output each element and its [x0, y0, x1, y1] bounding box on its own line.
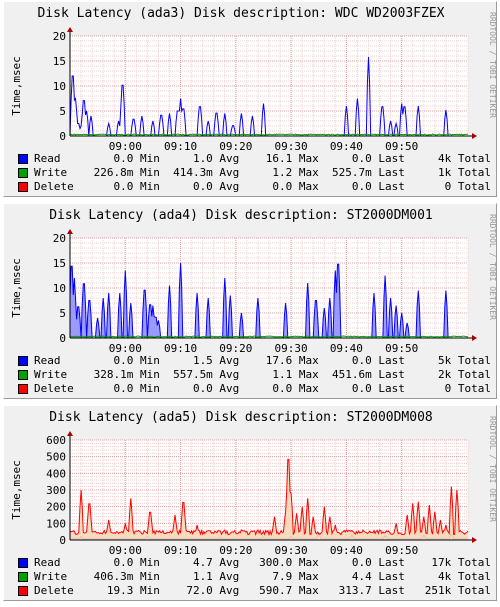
legend-row-write: Write 226.8m Min 414.3m Avg 1.2 Max 525.… [18, 166, 491, 180]
write-swatch [18, 370, 28, 380]
y-tick-label: 10 [53, 282, 66, 295]
x-tick-label: 09:00 [109, 140, 142, 153]
y-axis-arrow [67, 431, 73, 436]
stats-text: Delete 0.0 Min 0.0 Avg 0.0 Max 0.0 Last … [34, 180, 491, 193]
read-swatch [18, 558, 28, 568]
watermark: RRDTOOL / TOBI OETIKER [488, 214, 497, 320]
x-axis-arrow [472, 335, 477, 341]
stats-text: Write 328.1m Min 557.5m Avg 1.1 Max 451.… [34, 368, 491, 381]
chart-title: Disk Latency (ada3) Disk description: WD… [37, 6, 445, 21]
x-axis-arrow [472, 133, 477, 139]
x-axis-arrow [472, 537, 477, 543]
legend-row-delete: Delete 0.0 Min 0.0 Avg 0.0 Max 0.0 Last … [18, 180, 491, 194]
x-tick-label: 09:50 [385, 544, 418, 557]
y-tick-label: 0 [59, 332, 66, 345]
x-tick-label: 09:40 [330, 140, 363, 153]
y-tick-label: 600 [46, 434, 66, 447]
x-tick-label: 09:40 [330, 342, 363, 355]
disk-latency-panel-ada4: 0 5 10 15 20 09:00 09:10 09:20 09:30 09:40 09:50 Ti… [3, 203, 497, 399]
series-area-read [70, 263, 468, 338]
x-tick-label: 09:50 [385, 342, 418, 355]
y-tick-label: 20 [53, 232, 66, 245]
stats-text: Read 0.0 Min 1.5 Avg 17.6 Max 0.0 Last 5… [34, 354, 491, 367]
read-swatch [18, 154, 28, 164]
chart-svg: 0 5 10 15 20 09:00 09:10 09:20 09:30 09:40 09:50 Ti… [10, 12, 497, 153]
chart-svg: 0 5 10 15 20 09:00 09:10 09:20 09:30 09:40 09:50 Ti… [10, 214, 497, 355]
legend-row-delete: Delete 19.3 Min 72.0 Avg 590.7 Max 313.7… [18, 584, 491, 598]
disk-latency-panel-ada3: 0 5 10 15 20 09:00 09:10 09:20 09:30 09:40 09:50 Ti… [3, 1, 497, 197]
legend: Read 0.0 Min 4.7 Avg 300.0 Max 0.0 Last … [18, 556, 491, 598]
write-swatch [18, 168, 28, 178]
stats-text: Read 0.0 Min 1.0 Avg 16.1 Max 0.0 Last 4… [34, 152, 491, 165]
chart-title: Disk Latency (ada4) Disk description: ST… [49, 208, 433, 223]
x-tick-label: 09:30 [275, 342, 308, 355]
y-tick-label: 5 [59, 307, 66, 320]
chart-svg: 0 100 200 300 400 500 600 09:00 09:10 09:20 09:30 0… [10, 416, 497, 557]
stats-text: Write 406.3m Min 1.1 Avg 7.9 Max 4.4 Las… [34, 570, 491, 583]
series-line-write [69, 335, 469, 338]
watermark: RRDTOOL / TOBI OETIKER [488, 416, 497, 522]
y-tick-label: 200 [46, 501, 66, 514]
y-tick-label: 100 [46, 517, 66, 530]
x-tick-label: 09:10 [164, 342, 197, 355]
y-axis-arrow [67, 27, 73, 32]
delete-swatch [18, 182, 28, 192]
x-tick-label: 09:20 [219, 140, 252, 153]
stats-text: Delete 0.0 Min 0.0 Avg 0.0 Max 0.0 Last … [34, 382, 491, 395]
stats-text: Delete 19.3 Min 72.0 Avg 590.7 Max 313.7… [34, 584, 491, 597]
x-tick-label: 09:10 [164, 140, 197, 153]
watermark: RRDTOOL / TOBI OETIKER [488, 12, 497, 118]
write-swatch [18, 572, 28, 582]
x-tick-label: 09:00 [109, 544, 142, 557]
legend-row-read: Read 0.0 Min 1.0 Avg 16.1 Max 0.0 Last 4… [18, 152, 491, 166]
y-tick-label: 0 [59, 130, 66, 143]
disk-latency-panel-ada5: 0 100 200 300 400 500 600 09:00 09:10 09:20 09:30 0… [3, 405, 497, 601]
legend-row-write: Write 406.3m Min 1.1 Avg 7.9 Max 4.4 Las… [18, 570, 491, 584]
y-tick-label: 300 [46, 484, 66, 497]
x-tick-label: 09:30 [275, 544, 308, 557]
stats-text: Write 226.8m Min 414.3m Avg 1.2 Max 525.… [34, 166, 491, 179]
y-tick-label: 500 [46, 451, 66, 464]
legend-row-delete: Delete 0.0 Min 0.0 Avg 0.0 Max 0.0 Last … [18, 382, 491, 396]
series-area-delete [70, 459, 468, 540]
legend: Read 0.0 Min 1.5 Avg 17.6 Max 0.0 Last 5… [18, 354, 491, 396]
series-line-write [69, 133, 468, 136]
chart-title: Disk Latency (ada5) Disk description: ST… [49, 410, 433, 425]
y-axis-label: Time,msec [10, 258, 23, 318]
y-tick-label: 400 [46, 467, 66, 480]
x-tick-label: 09:20 [219, 342, 252, 355]
legend: Read 0.0 Min 1.0 Avg 16.1 Max 0.0 Last 4… [18, 152, 491, 194]
x-tick-label: 09:40 [330, 544, 363, 557]
y-tick-label: 15 [53, 257, 66, 270]
y-tick-label: 20 [53, 30, 66, 43]
y-tick-label: 15 [53, 55, 66, 68]
legend-row-write: Write 328.1m Min 557.5m Avg 1.1 Max 451.… [18, 368, 491, 382]
y-tick-label: 0 [59, 534, 66, 547]
series-line-delete [69, 458, 469, 537]
legend-row-read: Read 0.0 Min 1.5 Avg 17.6 Max 0.0 Last 5… [18, 354, 491, 368]
y-tick-label: 5 [59, 105, 66, 118]
x-tick-label: 09:30 [275, 140, 308, 153]
y-axis-label: Time,msec [10, 56, 23, 116]
y-axis-arrow [67, 229, 73, 234]
legend-row-read: Read 0.0 Min 4.7 Avg 300.0 Max 0.0 Last … [18, 556, 491, 570]
delete-swatch [18, 586, 28, 596]
x-tick-label: 09:20 [219, 544, 252, 557]
x-tick-label: 09:10 [164, 544, 197, 557]
delete-swatch [18, 384, 28, 394]
y-axis-label: Time,msec [10, 460, 23, 520]
read-swatch [18, 356, 28, 366]
x-tick-label: 09:00 [109, 342, 142, 355]
stats-text: Read 0.0 Min 4.7 Avg 300.0 Max 0.0 Last … [34, 556, 491, 569]
x-tick-label: 09:50 [385, 140, 418, 153]
y-tick-label: 10 [53, 80, 66, 93]
